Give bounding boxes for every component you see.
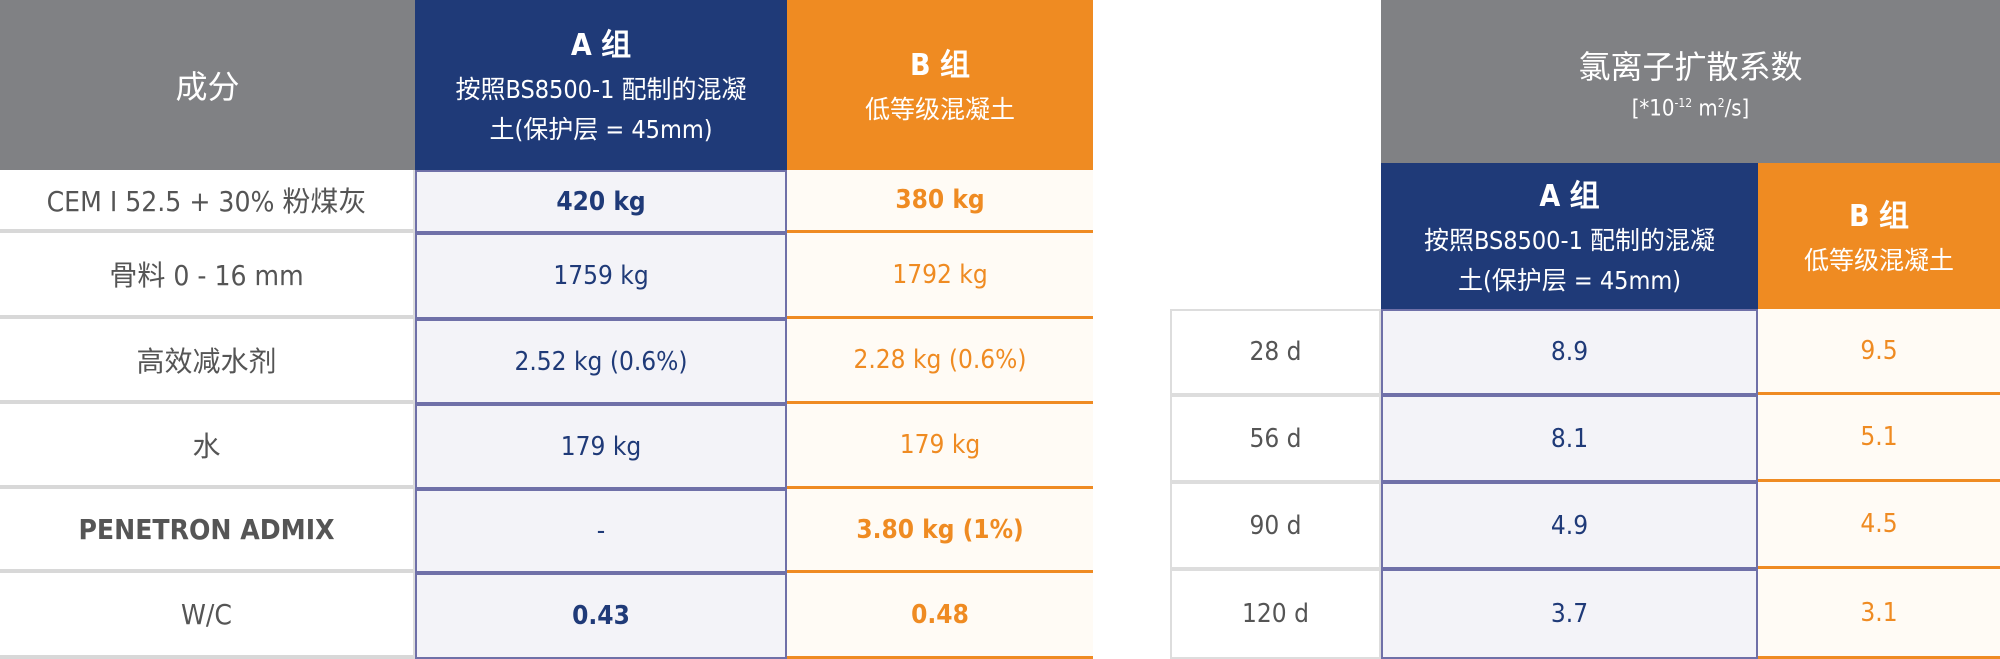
component-header: 成分: [0, 0, 415, 170]
component-label: 水: [0, 404, 415, 489]
age-label: 56 d: [1170, 395, 1381, 482]
chloride-b-value: 3.1: [1758, 569, 2000, 659]
age-label: 90 d: [1170, 482, 1381, 569]
chloride-group-a-title: A 组: [1539, 179, 1600, 214]
chloride-title: 氯离子扩散系数: [1578, 47, 1803, 86]
group-b-value: 1792 kg: [787, 233, 1093, 319]
group-b-subtitle: 低等级混凝土: [864, 95, 1015, 124]
group-a-value: 1759 kg: [415, 233, 787, 319]
component-label: PENETRON ADMIX: [0, 489, 415, 573]
chloride-a-value: 8.1: [1381, 395, 1758, 482]
group-a-value: -: [415, 489, 787, 573]
chloride-b-value: 4.5: [1758, 482, 2000, 569]
chloride-group-b-title: B 组: [1849, 199, 1909, 234]
group-b-value: 0.48: [787, 573, 1093, 659]
component-header-label: 成分: [175, 68, 240, 106]
component-label: 高效减水剂: [0, 319, 415, 404]
chloride-a-value: 8.9: [1381, 309, 1758, 395]
age-label: 120 d: [1170, 569, 1381, 659]
group-b-value: 179 kg: [787, 404, 1093, 489]
chloride-unit: [*10-12 m2/s]: [1631, 95, 1750, 122]
chloride-group-a-header: A 组 按照BS8500-1 配制的混凝土(保护层 = 45mm): [1381, 163, 1758, 309]
chloride-a-value: 4.9: [1381, 482, 1758, 569]
chloride-a-value: 3.7: [1381, 569, 1758, 659]
group-a-value: 0.43: [415, 573, 787, 659]
group-b-value: 3.80 kg (1%): [787, 489, 1093, 573]
group-a-value: 2.52 kg (0.6%): [415, 319, 787, 404]
group-a-value: 179 kg: [415, 404, 787, 489]
component-label: CEM I 52.5 + 30% 粉煤灰: [0, 170, 415, 233]
component-label: W/C: [0, 573, 415, 659]
chloride-header: 氯离子扩散系数 [*10-12 m2/s]: [1381, 0, 2000, 163]
age-label: 28 d: [1170, 309, 1381, 395]
group-a-title: A 组: [570, 28, 632, 63]
group-a-header: A 组 按照BS8500-1 配制的混凝土(保护层 = 45mm): [415, 0, 787, 170]
group-a-value: 420 kg: [415, 170, 787, 233]
group-b-value: 380 kg: [787, 170, 1093, 233]
chloride-group-b-subtitle: 低等级混凝土: [1803, 246, 1954, 275]
chloride-group-a-subtitle: 按照BS8500-1 配制的混凝土(保护层 = 45mm): [1423, 226, 1716, 295]
group-a-subtitle: 按照BS8500-1 配制的混凝土(保护层 = 45mm): [455, 75, 747, 144]
chloride-b-value: 5.1: [1758, 395, 2000, 482]
chloride-group-b-header: B 组 低等级混凝土: [1758, 163, 2000, 309]
chloride-b-value: 9.5: [1758, 309, 2000, 395]
group-b-header: B 组 低等级混凝土: [787, 0, 1093, 170]
group-b-value: 2.28 kg (0.6%): [787, 319, 1093, 404]
component-label: 骨料 0 - 16 mm: [0, 233, 415, 319]
group-b-title: B 组: [910, 48, 970, 83]
